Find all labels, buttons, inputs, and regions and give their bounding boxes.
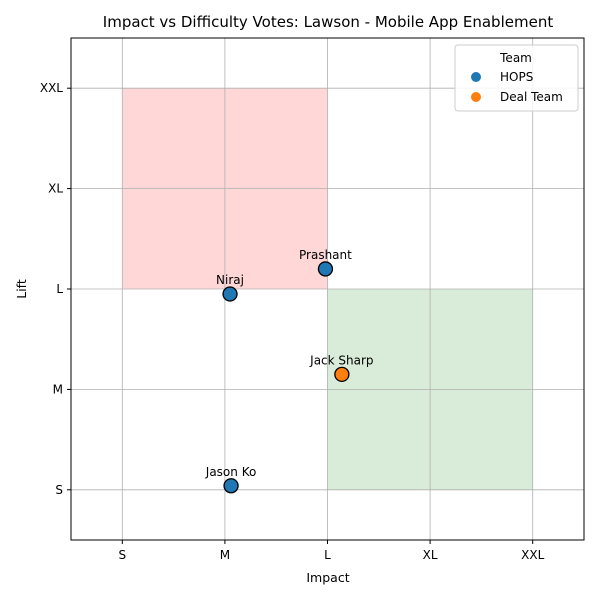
y-tick-label: L bbox=[56, 282, 63, 296]
x-axis-label: Impact bbox=[306, 570, 349, 585]
grid-lines bbox=[71, 38, 584, 540]
data-point bbox=[334, 366, 350, 382]
y-tick-label: XXL bbox=[40, 81, 63, 95]
x-tick-label: L bbox=[324, 548, 331, 562]
legend-marker bbox=[471, 92, 481, 102]
data-point bbox=[222, 286, 238, 302]
point-label: Jack Sharp bbox=[309, 353, 373, 367]
point-label: Jason Ko bbox=[205, 465, 257, 479]
x-tick-label: XL bbox=[423, 548, 438, 562]
point-label: Prashant bbox=[299, 248, 352, 262]
data-point bbox=[223, 478, 239, 494]
point-label: Niraj bbox=[216, 273, 244, 287]
x-tick-label: S bbox=[118, 548, 126, 562]
legend-box bbox=[454, 44, 579, 112]
chart-title: Impact vs Difficulty Votes: Lawson - Mob… bbox=[103, 13, 554, 31]
x-tick-label: M bbox=[220, 548, 230, 562]
x-tick-label: XXL bbox=[521, 548, 544, 562]
data-points: Prashant Niraj Jason Ko Jack Sharp bbox=[205, 248, 374, 494]
data-point bbox=[317, 261, 334, 277]
legend-marker bbox=[471, 72, 481, 82]
y-tick-label: XL bbox=[48, 182, 63, 196]
legend-entry-label: Deal Team bbox=[500, 90, 563, 104]
y-axis-ticks: S M L XL XXL bbox=[40, 81, 71, 497]
y-tick-label: S bbox=[55, 483, 63, 497]
legend-title: Team bbox=[499, 51, 532, 65]
y-tick-label: M bbox=[53, 382, 63, 396]
x-axis-ticks: S M L XL XXL bbox=[118, 540, 545, 562]
y-axis-label: Lift bbox=[14, 279, 29, 299]
legend: Team HOPS Deal Team bbox=[454, 44, 579, 112]
legend-entry-label: HOPS bbox=[500, 70, 533, 84]
